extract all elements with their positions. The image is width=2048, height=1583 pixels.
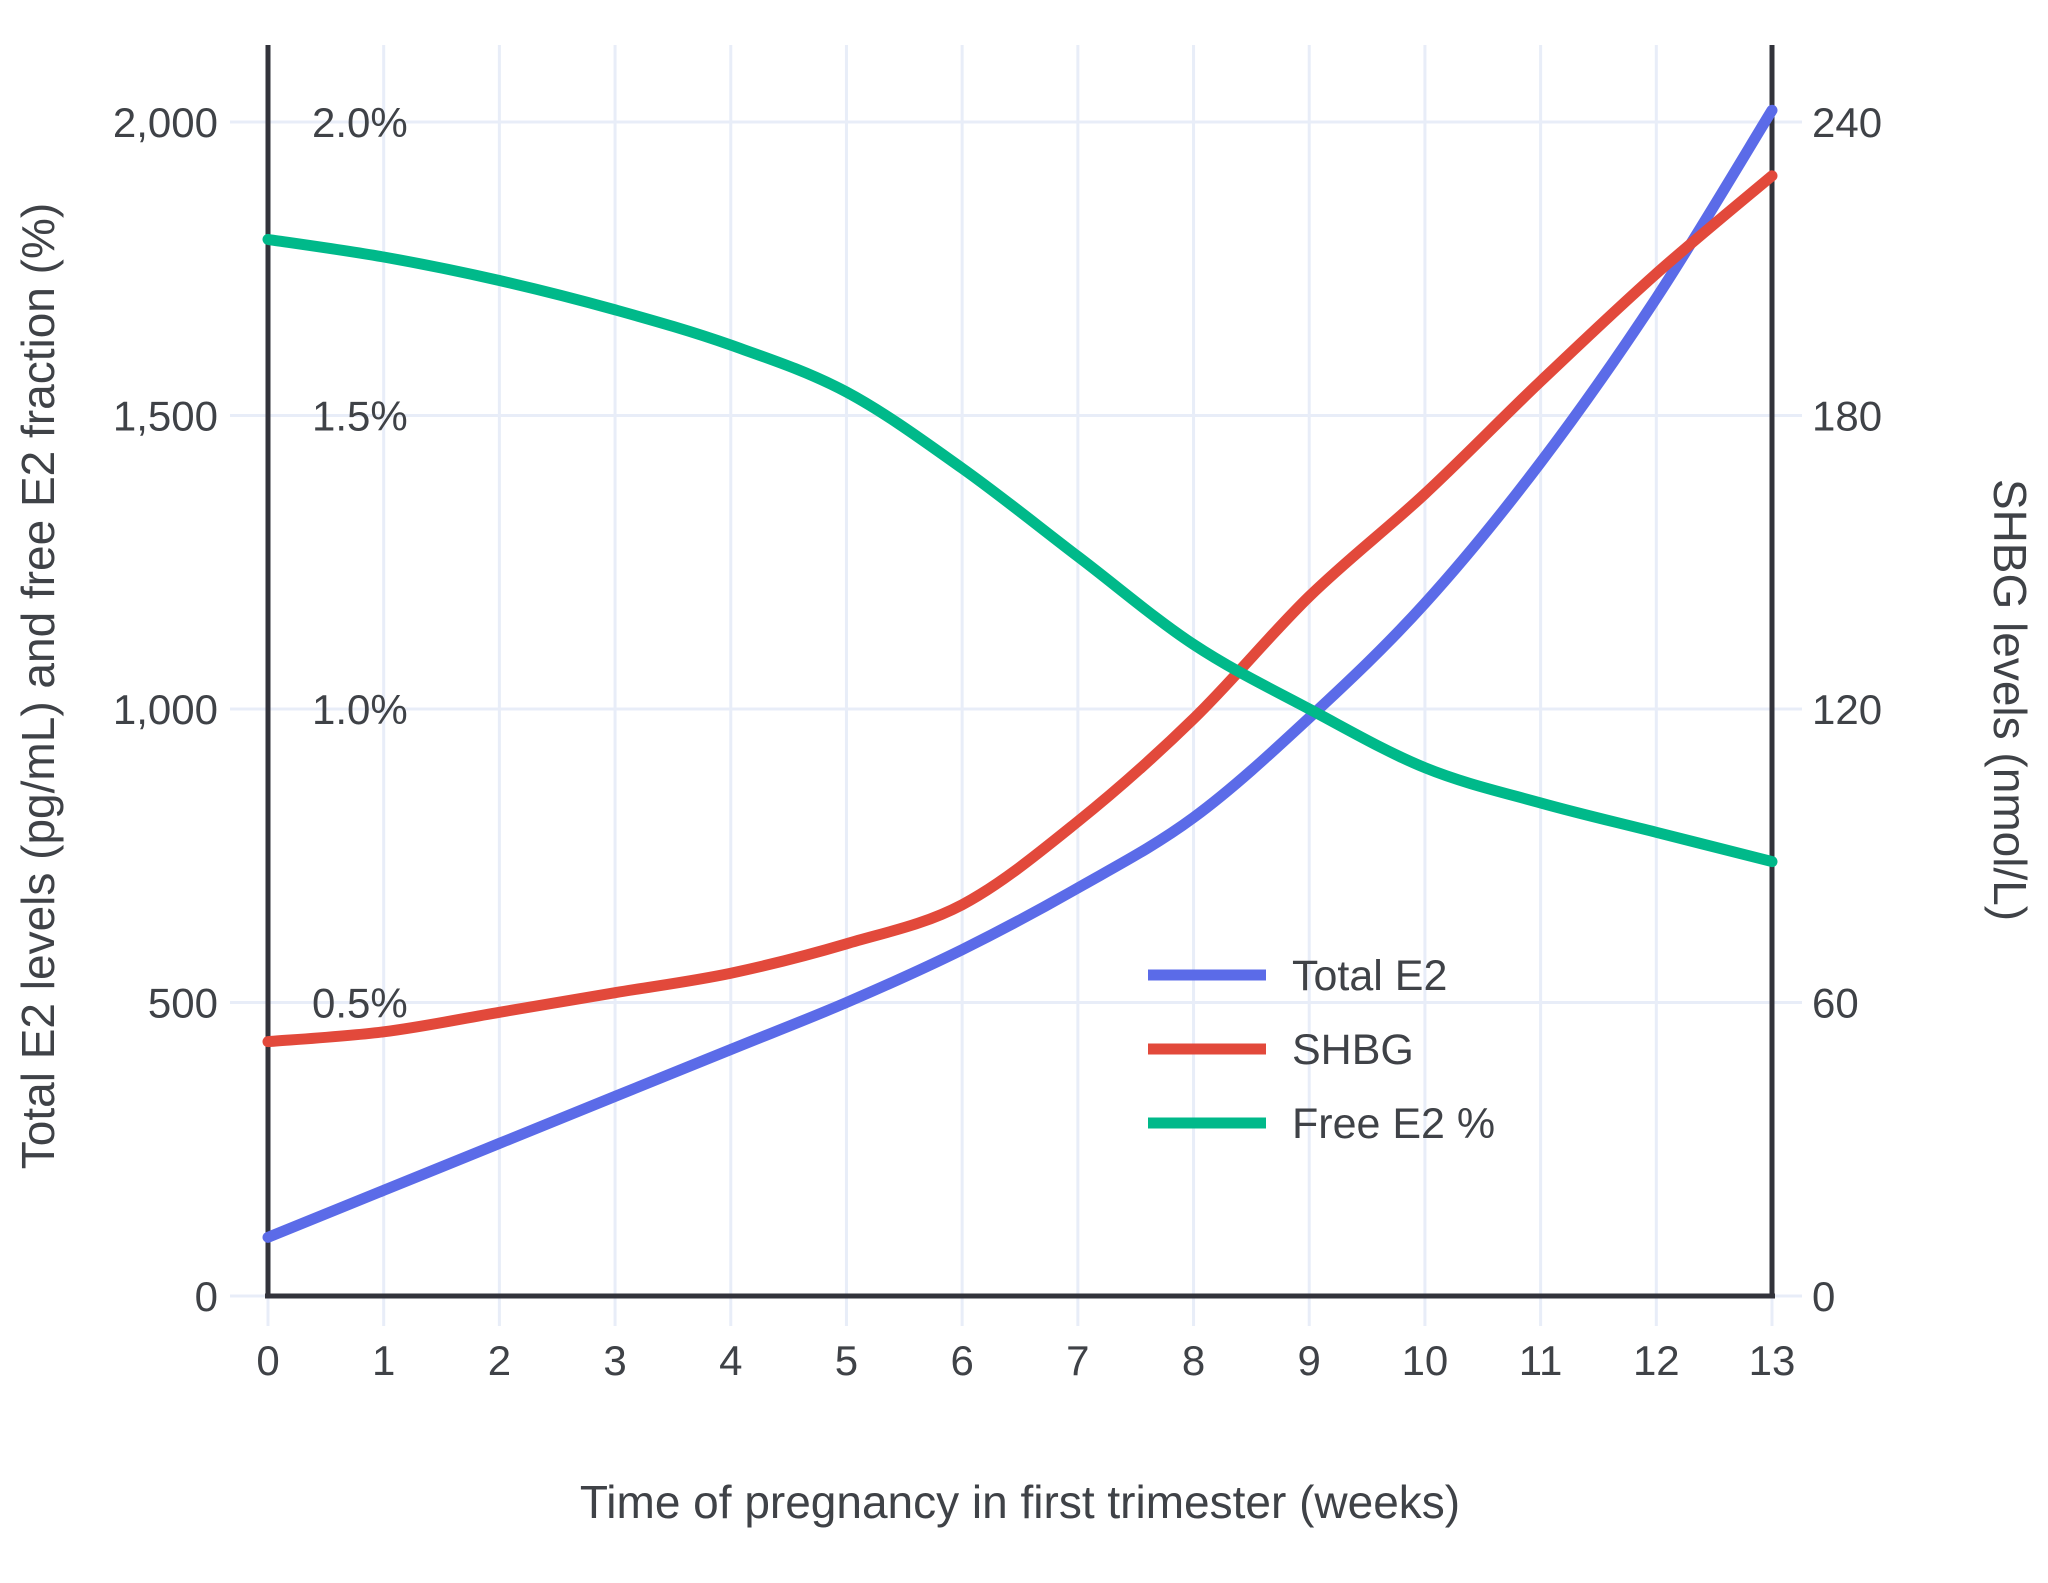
free-e2-percent-label: 1.0% <box>312 686 408 733</box>
legend-item-shbg[interactable]: SHBG <box>1148 1026 1414 1074</box>
legend-label: SHBG <box>1292 1026 1414 1074</box>
grid-layer <box>230 45 1802 1326</box>
free-e2-percent-label: 1.5% <box>312 393 408 440</box>
left-axis-tick-label: 2,000 <box>113 99 218 146</box>
free-e2-percent-label: 0.5% <box>312 980 408 1027</box>
legend-layer: Total E2 SHBG Free E2 % <box>1148 952 1495 1148</box>
left-axis-tick-label: 500 <box>148 980 218 1027</box>
right-axis-tick-label: 120 <box>1812 686 1882 733</box>
x-axis-tick-label: 12 <box>1633 1337 1680 1384</box>
x-axis-tick-label: 1 <box>372 1337 395 1384</box>
x-axis-tick-label: 5 <box>835 1337 858 1384</box>
axis-layer: 05001,0001,5002,0000.5%1.0%1.5%2.0%06012… <box>113 45 1882 1384</box>
right-axis-tick-label: 0 <box>1812 1273 1835 1320</box>
series-line-free-e2[interactable] <box>262 233 1778 868</box>
x-axis-tick-label: 0 <box>256 1337 279 1384</box>
right-axis-title: SHBG levels (nmol/L) <box>1984 479 2036 921</box>
left-axis-tick-label: 1,500 <box>113 393 218 440</box>
left-axis-tick-label: 0 <box>195 1273 218 1320</box>
series-layer <box>262 104 1778 1243</box>
x-axis-tick-label: 10 <box>1402 1337 1449 1384</box>
series-line-shbg[interactable] <box>262 170 1778 1048</box>
x-axis-title: Time of pregnancy in first trimester (we… <box>580 1476 1460 1528</box>
legend-item-free-e2[interactable]: Free E2 % <box>1148 1100 1495 1148</box>
left-axis-tick-label: 1,000 <box>113 686 218 733</box>
x-axis-tick-label: 6 <box>950 1337 973 1384</box>
legend-item-total-e2[interactable]: Total E2 <box>1148 952 1447 1000</box>
series-line-total-e2[interactable] <box>262 104 1778 1243</box>
free-e2-percent-label: 2.0% <box>312 99 408 146</box>
x-axis-tick-label: 4 <box>719 1337 742 1384</box>
legend-label: Total E2 <box>1292 952 1447 1000</box>
x-axis-tick-label: 2 <box>488 1337 511 1384</box>
right-axis-tick-label: 180 <box>1812 393 1882 440</box>
right-axis-tick-label: 60 <box>1812 980 1859 1027</box>
right-axis-tick-label: 240 <box>1812 99 1882 146</box>
x-axis-tick-label: 13 <box>1749 1337 1796 1384</box>
legend-label: Free E2 % <box>1292 1100 1495 1148</box>
x-axis-tick-label: 9 <box>1298 1337 1321 1384</box>
x-axis-tick-label: 3 <box>603 1337 626 1384</box>
x-axis-tick-label: 7 <box>1066 1337 1089 1384</box>
left-axis-title: Total E2 levels (pg/mL) and free E2 frac… <box>12 203 64 1169</box>
x-axis-tick-label: 11 <box>1519 1337 1563 1384</box>
x-axis-tick-label: 8 <box>1182 1337 1205 1384</box>
